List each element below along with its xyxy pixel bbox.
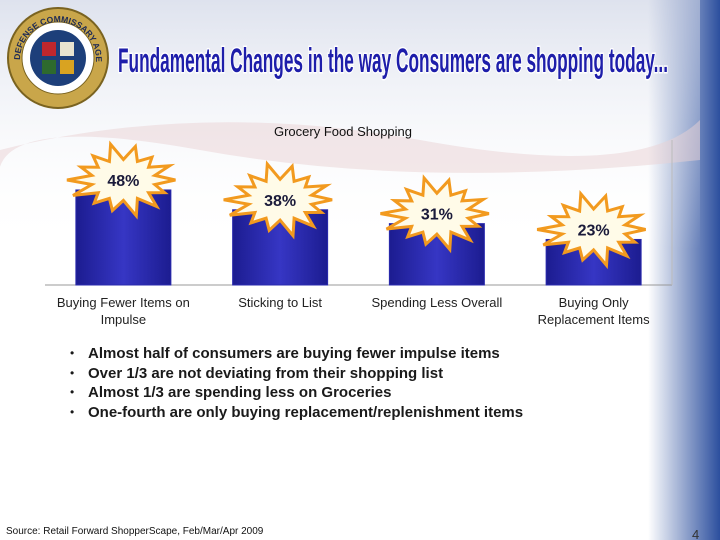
x-tick-label: Buying Fewer Items on Impulse xyxy=(56,295,190,327)
logo: DEFENSE COMMISSARY AGENCY xyxy=(0,0,109,109)
flag-stripe xyxy=(0,120,700,190)
label-burst xyxy=(223,160,333,240)
label-burst xyxy=(536,190,646,270)
chart-title: Grocery Food Shopping xyxy=(274,124,412,139)
x-tick-label: Buying Only Replacement Items xyxy=(537,295,650,327)
bullet: Almost 1/3 are spending less on Grocerie… xyxy=(70,383,523,403)
x-tick-label: Spending Less Overall xyxy=(371,295,503,310)
page-number: 4 xyxy=(692,527,700,540)
bullet-list: Almost half of consumers are buying fewe… xyxy=(70,344,523,422)
value-label: 23% xyxy=(578,222,610,239)
source: Source: Retail Forward ShopperScape, Feb… xyxy=(6,526,264,537)
value-label: 48% xyxy=(107,173,139,190)
value-label: 31% xyxy=(421,207,453,224)
bullet: Over 1/3 are not deviating from their sh… xyxy=(70,364,523,384)
value-label: 38% xyxy=(264,193,296,210)
bullet: Almost half of consumers are buying fewe… xyxy=(70,344,523,364)
bullet: One-fourth are only buying replacement/r… xyxy=(70,403,523,423)
x-tick-label: Sticking to List xyxy=(238,295,323,310)
label-burst xyxy=(380,174,490,254)
slide-title: Fundamental Changes in the way Consumers… xyxy=(118,42,668,80)
label-burst xyxy=(66,140,176,220)
